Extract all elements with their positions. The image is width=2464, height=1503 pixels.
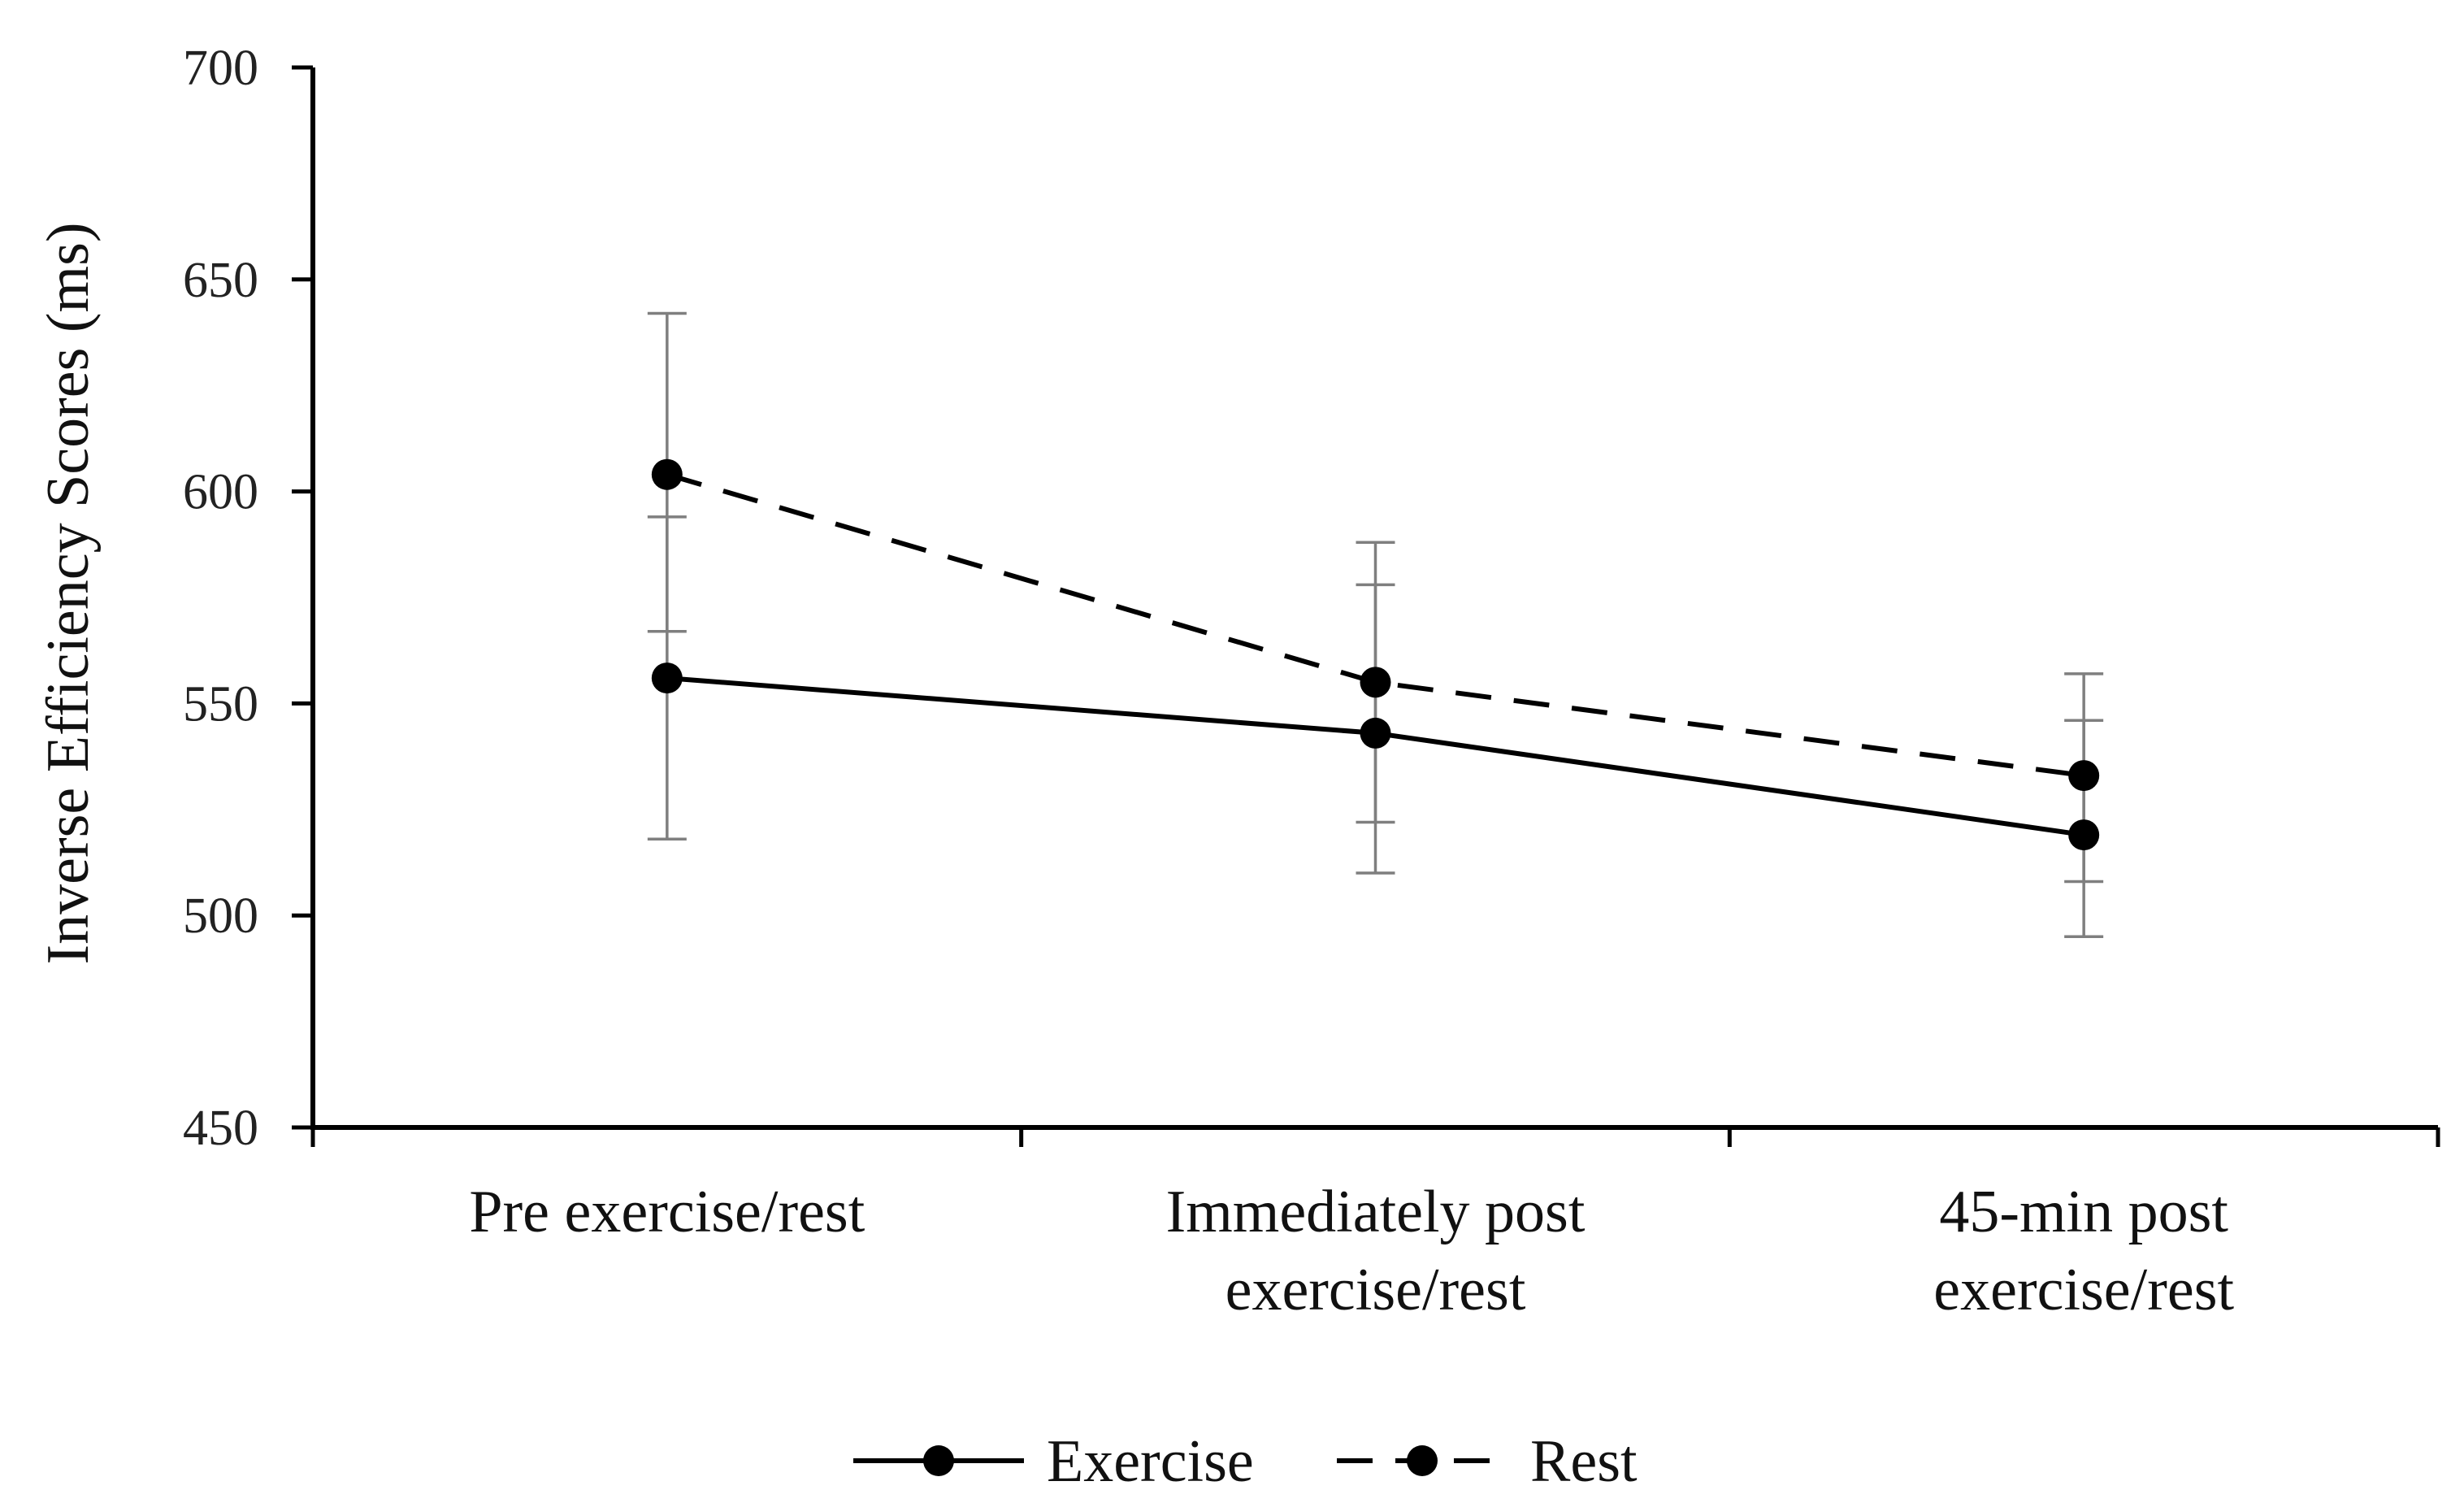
legend-swatch-marker	[1407, 1445, 1438, 1476]
series-line-rest	[666, 471, 2084, 779]
legend-item-exercise: Exercise	[853, 1428, 1254, 1495]
data-point-exercise	[1360, 717, 1391, 749]
legend-label: Rest	[1530, 1428, 1638, 1495]
axis-labels: 450 500 550 600 650 700 Pre exercise/rest Immed…	[35, 41, 2234, 1323]
x-tick-label: Pre exercise/rest	[469, 1179, 865, 1245]
legend-item-rest: Rest	[1337, 1428, 1638, 1495]
legend-swatch-marker	[923, 1445, 954, 1476]
data-point-exercise	[651, 662, 683, 694]
axes	[292, 65, 2440, 1147]
x-tick-label: Immediately post exercise/rest	[1166, 1179, 1586, 1323]
x-tick-label: 45-min post exercise/rest	[1933, 1179, 2234, 1323]
series-points	[651, 458, 2100, 851]
y-tick-label: 600	[183, 465, 258, 520]
y-tick-label: 450	[183, 1101, 258, 1156]
legend-label: Exercise	[1047, 1428, 1254, 1495]
data-point-rest	[651, 458, 683, 490]
y-tick-label: 500	[183, 888, 258, 944]
data-point-rest	[1360, 667, 1391, 698]
y-tick-label: 700	[183, 41, 258, 96]
data-point-exercise	[2068, 819, 2100, 851]
y-tick-label: 650	[183, 253, 258, 308]
legend: Exercise Rest	[853, 1428, 1638, 1495]
y-tick-label: 550	[183, 676, 258, 732]
data-point-rest	[2068, 760, 2100, 792]
error-bars	[647, 311, 2104, 939]
y-axis-title: Inverse Efficiency Scores (ms)	[35, 222, 102, 964]
